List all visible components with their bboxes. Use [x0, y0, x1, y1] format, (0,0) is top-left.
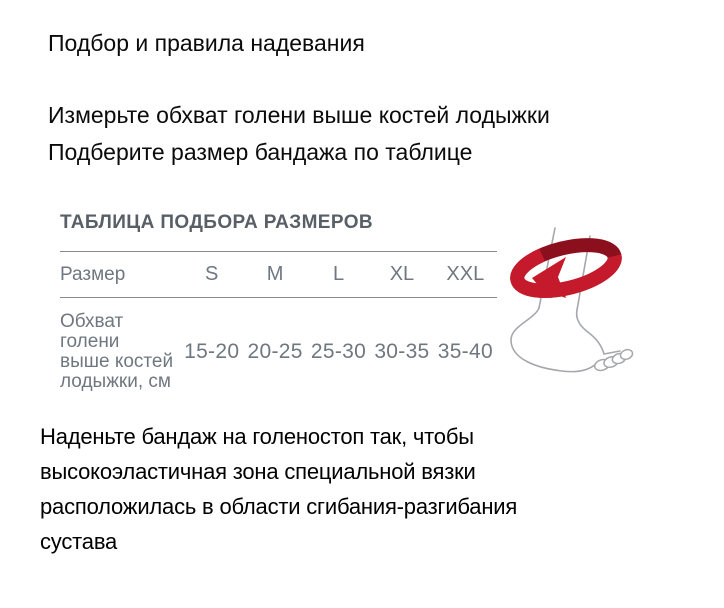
intro-line-pick-size: Подберите размер бандажа по таблице [48, 139, 473, 165]
size-cell-s: S [205, 263, 219, 285]
ankle-measuring-band-icon [510, 227, 634, 373]
intro-paragraph: Измерьте обхват голени выше костей лодыж… [48, 97, 550, 171]
fitting-line-2: высокоэластичная зона специальной вязки [40, 459, 476, 484]
intro-line-measure: Измерьте обхват голени выше костей лодыж… [48, 102, 550, 128]
girth-cell-s: 15-20 [184, 340, 240, 363]
girth-cell-l: 25-30 [310, 340, 367, 363]
table-row-girth: Обхват голени выше костей лодыжки, см 15… [60, 298, 497, 412]
size-cell-l: L [332, 263, 345, 285]
page-title: Подбор и правила надевания [48, 30, 365, 56]
ankle-measurement-illustration [498, 210, 666, 408]
size-selection-table: ТАБЛИЦА ПОДБОРА РАЗМЕРОВ Размер S M L XL… [60, 212, 497, 412]
fitting-line-3: расположилась в области сгибания-разгиба… [40, 494, 518, 519]
girth-cell-xl: 30-35 [374, 340, 430, 363]
fitting-line-4: сустава [40, 529, 118, 554]
girth-row-label: Обхват голени выше костей лодыжки, см [60, 311, 174, 392]
size-cell-xl: XL [389, 263, 415, 285]
size-cell-xxl: XXL [446, 263, 485, 285]
size-cell-m: M [266, 263, 284, 285]
size-row-label: Размер [60, 263, 126, 285]
table-row-size: Размер S M L XL XXL [60, 251, 497, 298]
fitting-line-1: Наденьте бандаж на голеностоп так, чтобы [40, 424, 474, 449]
girth-cell-xxl: 35-40 [437, 340, 493, 363]
girth-cell-m: 20-25 [247, 340, 303, 363]
size-table-title: ТАБЛИЦА ПОДБОРА РАЗМЕРОВ [60, 212, 373, 233]
fitting-instructions-paragraph: Наденьте бандаж на голеностоп так, чтобы… [40, 419, 517, 559]
